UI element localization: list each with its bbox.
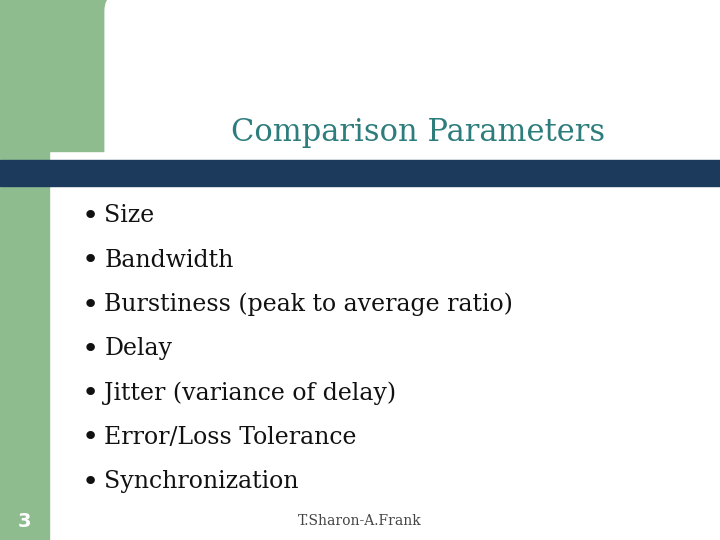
Text: Synchronization: Synchronization bbox=[104, 470, 299, 493]
Text: Comparison Parameters: Comparison Parameters bbox=[230, 117, 605, 148]
Bar bbox=[0, 151, 49, 540]
Text: •: • bbox=[81, 291, 99, 319]
Text: •: • bbox=[81, 246, 99, 274]
Text: Jitter (variance of delay): Jitter (variance of delay) bbox=[104, 381, 397, 405]
Bar bbox=[0, 0, 133, 151]
Text: Size: Size bbox=[104, 205, 155, 227]
Text: Burstiness (peak to average ratio): Burstiness (peak to average ratio) bbox=[104, 293, 513, 316]
Text: 3: 3 bbox=[18, 511, 31, 531]
Text: T.Sharon-A.Frank: T.Sharon-A.Frank bbox=[298, 514, 422, 528]
Text: •: • bbox=[81, 335, 99, 363]
Text: •: • bbox=[81, 202, 99, 230]
Text: Bandwidth: Bandwidth bbox=[104, 249, 234, 272]
Text: Error/Loss Tolerance: Error/Loss Tolerance bbox=[104, 426, 357, 449]
Bar bbox=[0, 160, 720, 186]
Text: •: • bbox=[81, 379, 99, 407]
FancyBboxPatch shape bbox=[104, 0, 720, 174]
Text: •: • bbox=[81, 468, 99, 496]
Text: Delay: Delay bbox=[104, 338, 172, 360]
Text: •: • bbox=[81, 423, 99, 451]
